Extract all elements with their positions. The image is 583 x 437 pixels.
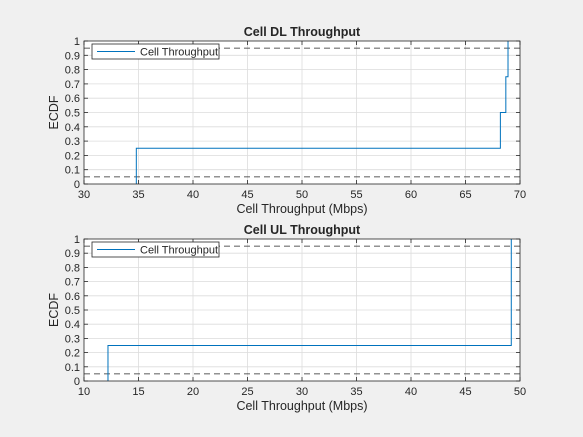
dl-y-tick-label: 1 — [74, 36, 80, 48]
ul-y-tick-label: 0.6 — [65, 291, 80, 303]
ul-y-tick-label: 0.4 — [65, 319, 80, 331]
ul-x-axis-label: Cell Throughput (Mbps) — [236, 399, 367, 413]
ul-y-tick-label: 0.1 — [65, 362, 80, 374]
ul-x-tick-label: 35 — [350, 386, 362, 398]
dl-x-tick-label: 45 — [241, 189, 253, 201]
dl-y-tick-label: 0.6 — [65, 93, 80, 105]
dl-y-tick-label: 0.2 — [65, 150, 80, 162]
ul-throughput-chart: 10 15 20 25 30 35 40 45 50 0 0.1 0.2 0.3 0.4 0.5 0.6 0.7… — [47, 223, 526, 413]
dl-x-tick-label: 70 — [514, 189, 526, 201]
ul-x-tick-label: 15 — [132, 386, 144, 398]
ul-series-line — [107, 239, 512, 381]
dl-x-tick-label: 60 — [405, 189, 417, 201]
ul-legend-box — [91, 241, 220, 258]
ul-legend-label: Cell Throughput — [140, 245, 218, 257]
dl-x-tick-label: 65 — [459, 189, 471, 201]
dl-y-tick-label: 0.4 — [65, 122, 80, 134]
dl-x-axis-label: Cell Throughput (Mbps) — [236, 202, 367, 216]
dl-y-tick-label: 0.9 — [65, 50, 80, 62]
dl-y-tick-label: 0.5 — [65, 108, 80, 120]
dl-x-tick-label: 30 — [78, 189, 90, 201]
ul-y-tick-label: 1 — [74, 234, 80, 246]
ul-y-tick-label: 0.8 — [65, 262, 80, 274]
dl-y-tick-label: 0 — [74, 179, 80, 191]
ul-x-tick-label: 30 — [296, 386, 308, 398]
dl-legend-box — [91, 43, 220, 60]
ul-chart-title: Cell UL Throughput — [244, 223, 361, 237]
dl-y-tick-label: 0.1 — [65, 165, 80, 177]
ul-x-tick-label: 45 — [459, 386, 471, 398]
ul-x-tick-label: 40 — [405, 386, 417, 398]
dl-y-tick-label: 0.3 — [65, 136, 80, 148]
ul-y-tick-label: 0 — [74, 376, 80, 388]
dl-x-tick-label: 40 — [187, 189, 199, 201]
ul-x-tick-label: 25 — [241, 386, 253, 398]
ul-x-tick-label: 20 — [187, 386, 199, 398]
ul-x-tick-label: 50 — [514, 386, 526, 398]
ul-y-tick-label: 0.5 — [65, 305, 80, 317]
ul-y-tick-label: 0.2 — [65, 348, 80, 360]
dl-x-tick-label: 50 — [296, 189, 308, 201]
ul-y-tick-label: 0.7 — [65, 277, 80, 289]
dl-x-tick-label: 55 — [350, 189, 362, 201]
dl-chart-title: Cell DL Throughput — [244, 25, 361, 39]
dl-y-tick-label: 0.7 — [65, 79, 80, 91]
dl-y-tick-label: 0.8 — [65, 65, 80, 77]
ul-y-tick-label: 0.3 — [65, 333, 80, 345]
dl-series-line — [135, 41, 509, 184]
ul-y-axis-label: ECDF — [47, 293, 61, 327]
ul-x-tick-label: 10 — [78, 386, 90, 398]
dl-throughput-chart: 30 35 40 45 50 55 60 65 70 0 0.1 0.2 0.3 0.4 0.5 0.6 0.7… — [47, 25, 526, 216]
ul-y-tick-label: 0.9 — [65, 248, 80, 260]
dl-x-tick-label: 35 — [132, 189, 144, 201]
dl-legend-label: Cell Throughput — [140, 47, 218, 59]
dl-y-axis-label: ECDF — [47, 95, 61, 129]
